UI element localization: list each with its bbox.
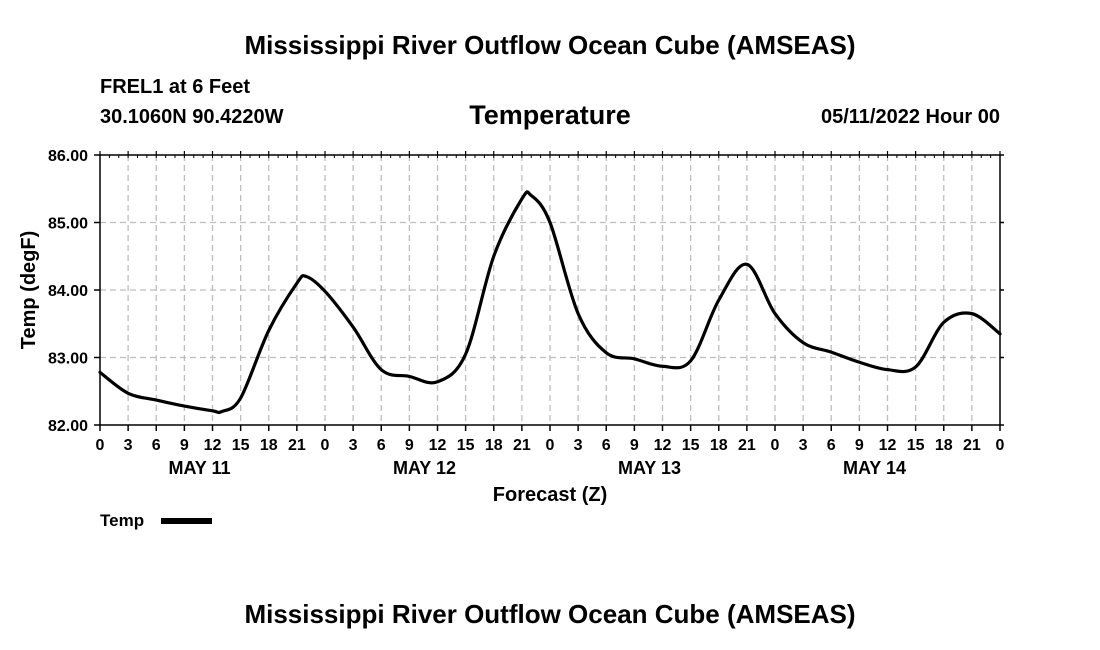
legend-label: Temp xyxy=(100,511,144,530)
x-tick-label: 3 xyxy=(799,437,808,454)
chart-subtitle: Temperature xyxy=(469,100,631,130)
x-tick-label: 6 xyxy=(377,437,386,454)
day-label: MAY 12 xyxy=(393,458,456,478)
x-tick-label: 21 xyxy=(738,437,756,454)
x-tick-label: 6 xyxy=(602,437,611,454)
y-tick-label: 85.00 xyxy=(48,216,88,233)
legend: Temp xyxy=(100,511,212,530)
x-tick-label: 21 xyxy=(513,437,531,454)
day-labels: MAY 11 MAY 12 MAY 13 MAY 14 xyxy=(168,458,906,478)
x-tick-label: 15 xyxy=(232,437,250,454)
x-tick-label: 15 xyxy=(907,437,925,454)
x-tick-label: 9 xyxy=(405,437,414,454)
x-tick-label: 18 xyxy=(485,437,503,454)
x-tick-label: 0 xyxy=(96,437,105,454)
day-label: MAY 13 xyxy=(618,458,681,478)
station-label: FREL1 at 6 Feet xyxy=(100,76,251,98)
footer-title: Mississippi River Outflow Ocean Cube (AM… xyxy=(244,599,856,629)
station-coordinates: 30.1060N 90.4220W xyxy=(100,106,284,128)
y-tick-label: 84.00 xyxy=(48,283,88,300)
x-tick-label: 18 xyxy=(260,437,278,454)
x-tick-label: 6 xyxy=(152,437,161,454)
forecast-datetime: 05/11/2022 Hour 00 xyxy=(820,106,1000,128)
x-tick-label: 15 xyxy=(457,437,475,454)
x-tick-label: 3 xyxy=(349,437,358,454)
x-tick-label: 3 xyxy=(124,437,133,454)
x-tick-label: 18 xyxy=(710,437,728,454)
grid-lines xyxy=(100,155,1000,425)
y-tick-label: 83.00 xyxy=(48,351,88,368)
x-tick-label: 21 xyxy=(963,437,981,454)
x-tick-label: 15 xyxy=(682,437,700,454)
y-tick-label: 86.00 xyxy=(48,148,88,165)
x-tick-label: 3 xyxy=(574,437,583,454)
x-tick-label: 0 xyxy=(321,437,330,454)
page-title: Mississippi River Outflow Ocean Cube (AM… xyxy=(244,30,856,60)
x-tick-label: 9 xyxy=(855,437,864,454)
y-tick-labels: 82.00 83.00 84.00 85.00 86.00 xyxy=(48,148,88,435)
temp-series-line xyxy=(98,190,1002,415)
y-tick-label: 82.00 xyxy=(48,418,88,435)
day-label: MAY 14 xyxy=(843,458,906,478)
x-tick-label: 9 xyxy=(630,437,639,454)
x-axis-label: Forecast (Z) xyxy=(493,484,607,506)
y-axis-label: Temp (degF) xyxy=(18,231,40,350)
x-tick-label: 0 xyxy=(996,437,1005,454)
x-tick-label: 9 xyxy=(180,437,189,454)
x-tick-labels: 0 3 6 9 12 15 18 21 0 3 6 9 12 15 18 21 0 3 6 9 12 15 18 21 0 3 6 9… xyxy=(96,437,1005,454)
day-label: MAY 11 xyxy=(168,458,230,478)
x-tick-label: 18 xyxy=(935,437,953,454)
x-tick-label: 0 xyxy=(771,437,780,454)
x-tick-label: 12 xyxy=(429,437,447,454)
axis-ticks xyxy=(94,151,1004,431)
x-tick-label: 21 xyxy=(288,437,306,454)
x-tick-label: 12 xyxy=(204,437,222,454)
x-tick-label: 12 xyxy=(654,437,672,454)
x-tick-label: 12 xyxy=(879,437,897,454)
x-tick-label: 0 xyxy=(546,437,555,454)
x-tick-label: 6 xyxy=(827,437,836,454)
